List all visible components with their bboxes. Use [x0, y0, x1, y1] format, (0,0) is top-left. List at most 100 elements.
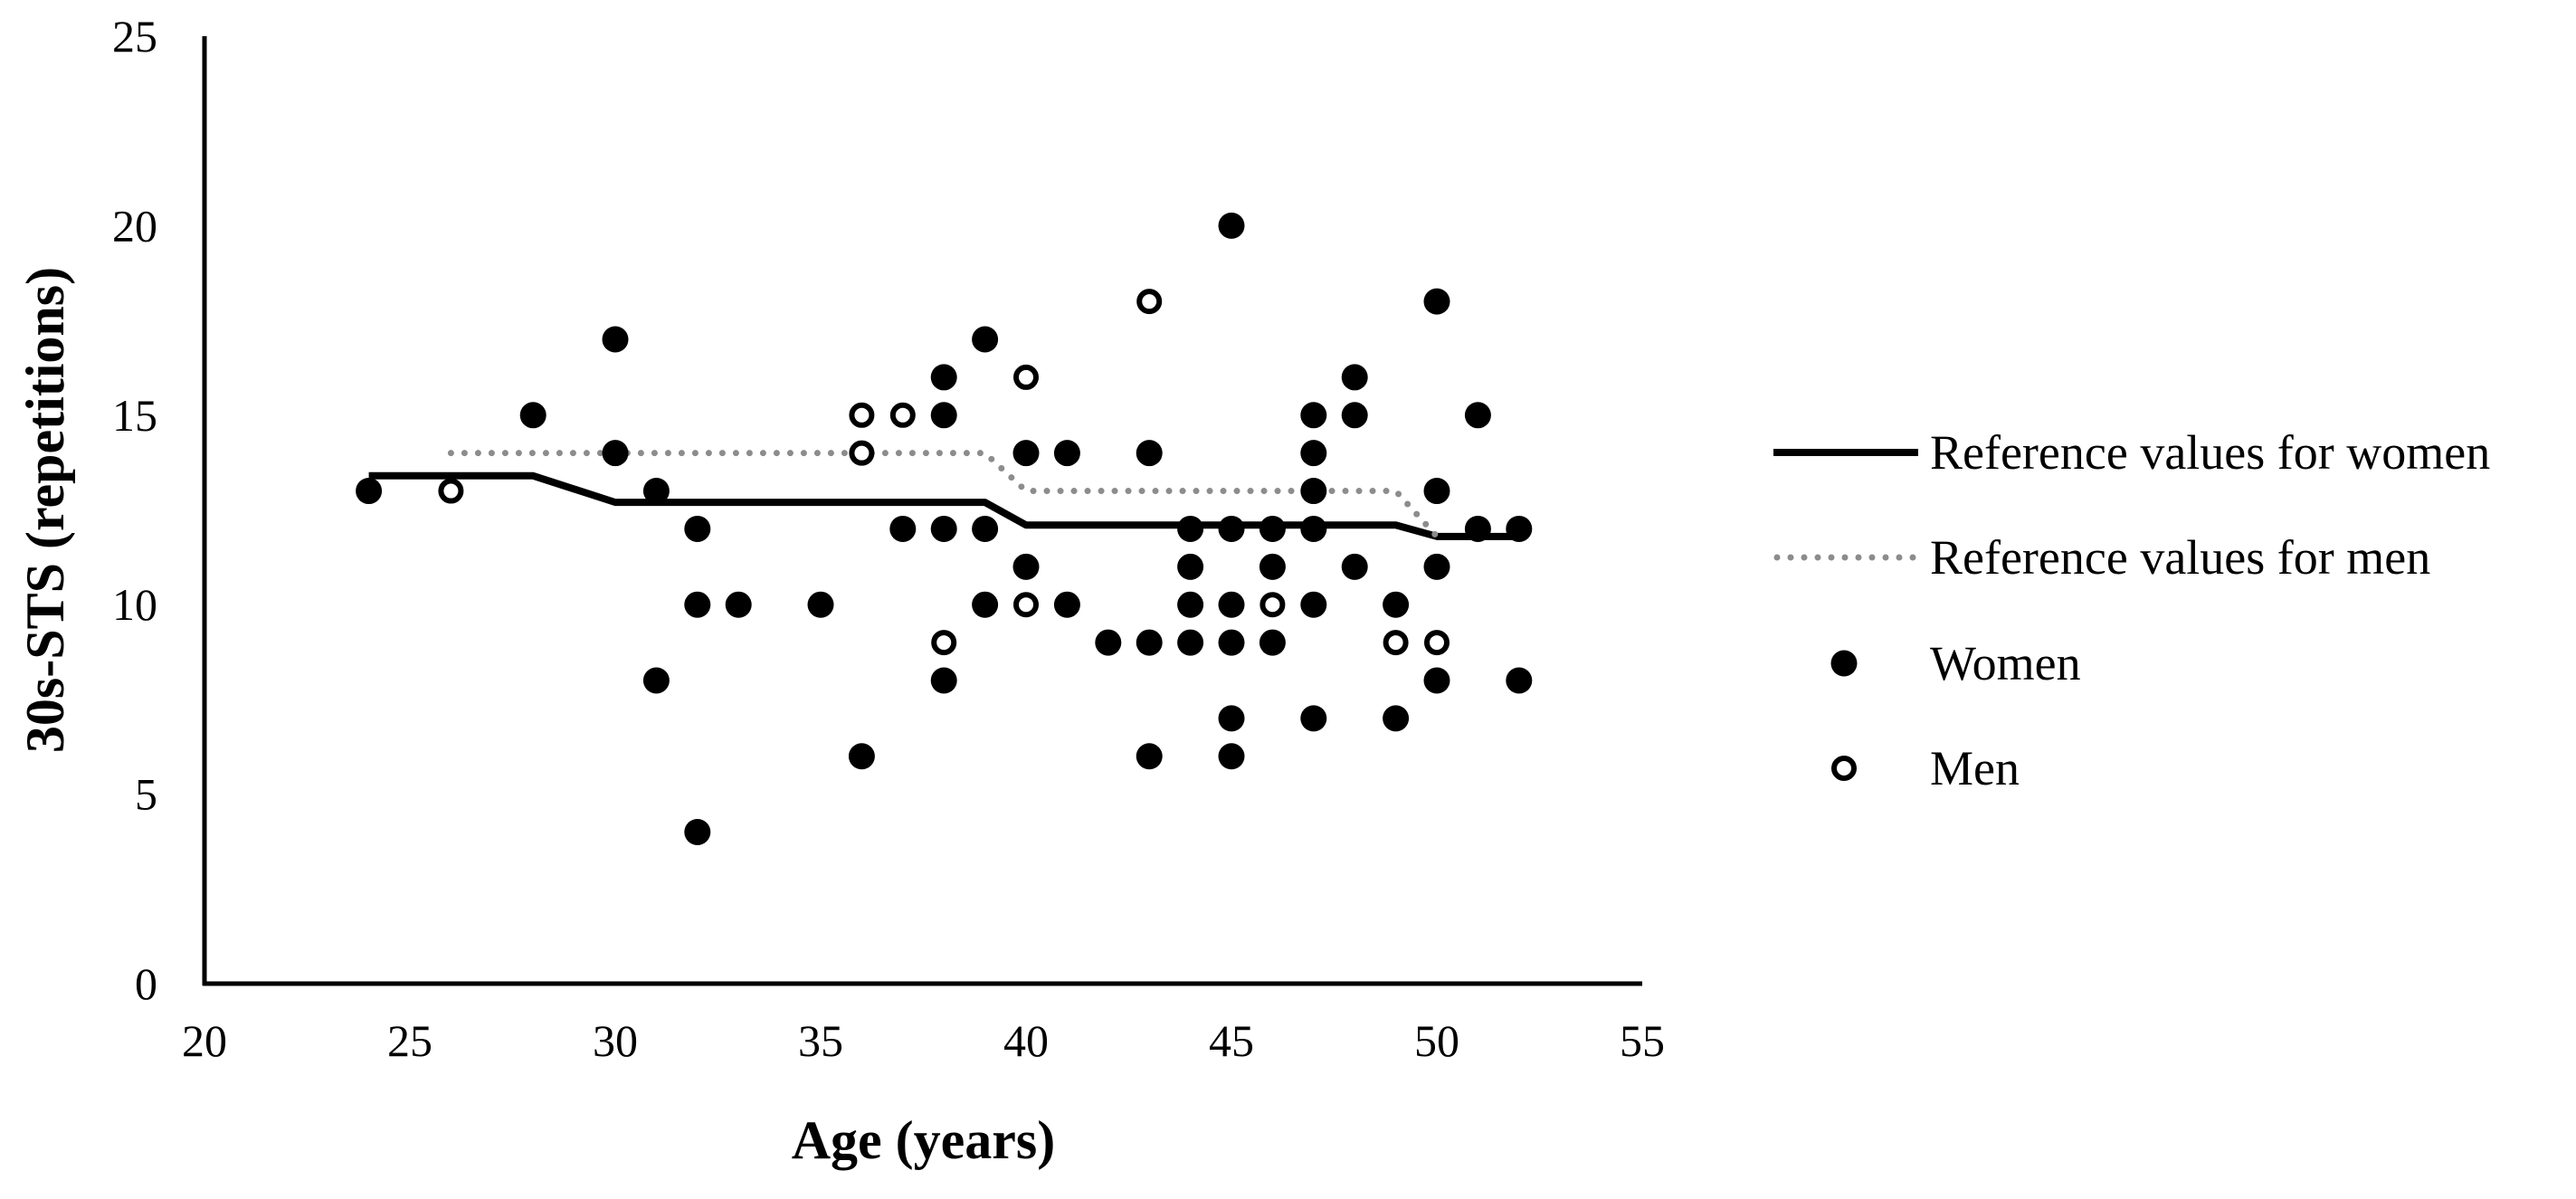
women-data-point	[1012, 553, 1040, 580]
women-data-point	[1259, 629, 1286, 656]
women-data-point	[1506, 667, 1533, 694]
women-data-point	[1177, 515, 1204, 542]
women-data-point	[1300, 591, 1327, 618]
women-data-point	[1300, 515, 1327, 542]
women-data-point	[848, 743, 875, 770]
women-data-point	[1423, 478, 1450, 505]
women-data-point	[1464, 402, 1491, 429]
men-data-point	[849, 402, 875, 428]
women-data-point	[684, 515, 711, 542]
y-tick-label: 0	[135, 958, 157, 1009]
y-tick-label: 25	[112, 11, 157, 62]
x-tick-label: 40	[1003, 1015, 1049, 1066]
legend-label-women-reference: Reference values for women	[1930, 425, 2490, 480]
men-data-point	[1013, 592, 1039, 618]
reference-lines	[368, 450, 1519, 540]
women-data-point	[930, 364, 957, 391]
women-data-point	[1341, 553, 1368, 580]
women-data-point	[519, 402, 547, 429]
women-data-point	[1095, 629, 1122, 656]
women-data-point	[1423, 667, 1450, 694]
women-data-point	[1383, 705, 1410, 732]
men-data-point	[1383, 630, 1409, 656]
men-data-point	[931, 630, 957, 656]
women-data-point	[1259, 515, 1286, 542]
x-tick-label: 25	[387, 1015, 433, 1066]
legend-label-men: Men	[1930, 741, 2020, 795]
women-data-point	[1177, 591, 1204, 618]
women-data-point	[642, 667, 670, 694]
women-data-point	[1464, 515, 1491, 542]
women-data-point	[642, 478, 670, 505]
y-axis-title: 30s-STS (repetitions)	[15, 267, 75, 753]
women-data-point	[1300, 440, 1327, 467]
men-reference-line	[447, 450, 1440, 540]
women-data-point	[1136, 743, 1163, 770]
legend-label-women: Women	[1930, 636, 2081, 690]
men-data-point	[1259, 592, 1286, 618]
women-data-point	[1218, 705, 1245, 732]
women-data-point	[1259, 553, 1286, 580]
men-data-point	[1013, 364, 1039, 390]
x-tick-labels: 20 25 30 35 40 45 50 55	[182, 1015, 1665, 1066]
x-tick-label: 30	[593, 1015, 638, 1066]
y-tick-labels: 0 5 10 15 20 25	[112, 11, 157, 1009]
legend-symbol-women-marker	[1830, 650, 1858, 677]
legend-symbol-men-marker	[1831, 756, 1857, 781]
women-reference-line	[368, 471, 1519, 540]
women-data-point	[1300, 705, 1327, 732]
women-data-point	[1218, 629, 1245, 656]
women-data-point	[1383, 591, 1410, 618]
women-data-point	[972, 326, 999, 353]
men-data-point	[849, 440, 875, 466]
y-tick-label: 20	[112, 200, 157, 251]
women-data-point	[1177, 629, 1204, 656]
y-tick-label: 5	[135, 769, 157, 820]
x-tick-label: 50	[1414, 1015, 1459, 1066]
women-data-point	[1218, 515, 1245, 542]
women-data-point	[1423, 553, 1450, 580]
women-data-point	[356, 478, 383, 505]
women-data-point	[602, 440, 629, 467]
women-data-point	[889, 515, 917, 542]
women-data-point	[1012, 440, 1040, 467]
women-data-point	[1218, 743, 1245, 770]
y-tick-label: 15	[112, 390, 157, 441]
data-points	[356, 212, 1533, 845]
women-data-point	[1136, 440, 1163, 467]
women-data-point	[1218, 591, 1245, 618]
x-axis-title: Age (years)	[792, 1110, 1056, 1170]
x-tick-label: 35	[798, 1015, 843, 1066]
women-data-point	[807, 591, 834, 618]
x-tick-label: 20	[182, 1015, 227, 1066]
axes	[202, 36, 1642, 986]
legend: Reference values for women Reference val…	[1773, 425, 2490, 795]
y-tick-label: 10	[112, 579, 157, 630]
men-data-point	[889, 402, 916, 428]
women-data-point	[1423, 288, 1450, 315]
women-data-point	[1506, 515, 1533, 542]
legend-label-men-reference: Reference values for men	[1930, 530, 2430, 585]
women-data-point	[602, 326, 629, 353]
women-data-point	[725, 591, 752, 618]
women-data-point	[972, 591, 999, 618]
women-data-point	[1053, 591, 1080, 618]
x-tick-label: 55	[1620, 1015, 1665, 1066]
women-data-point	[1341, 364, 1368, 391]
women-data-point	[684, 591, 711, 618]
women-data-point	[1300, 402, 1327, 429]
women-data-point	[972, 515, 999, 542]
x-tick-label: 45	[1209, 1015, 1254, 1066]
men-data-point	[1136, 289, 1163, 315]
women-data-point	[1053, 440, 1080, 467]
women-data-point	[930, 515, 957, 542]
women-data-point	[684, 818, 711, 845]
women-data-point	[1136, 629, 1163, 656]
women-data-point	[1218, 212, 1245, 239]
women-data-point	[1177, 553, 1204, 580]
women-data-point	[930, 667, 957, 694]
women-data-point	[1341, 402, 1368, 429]
women-data-point	[930, 402, 957, 429]
